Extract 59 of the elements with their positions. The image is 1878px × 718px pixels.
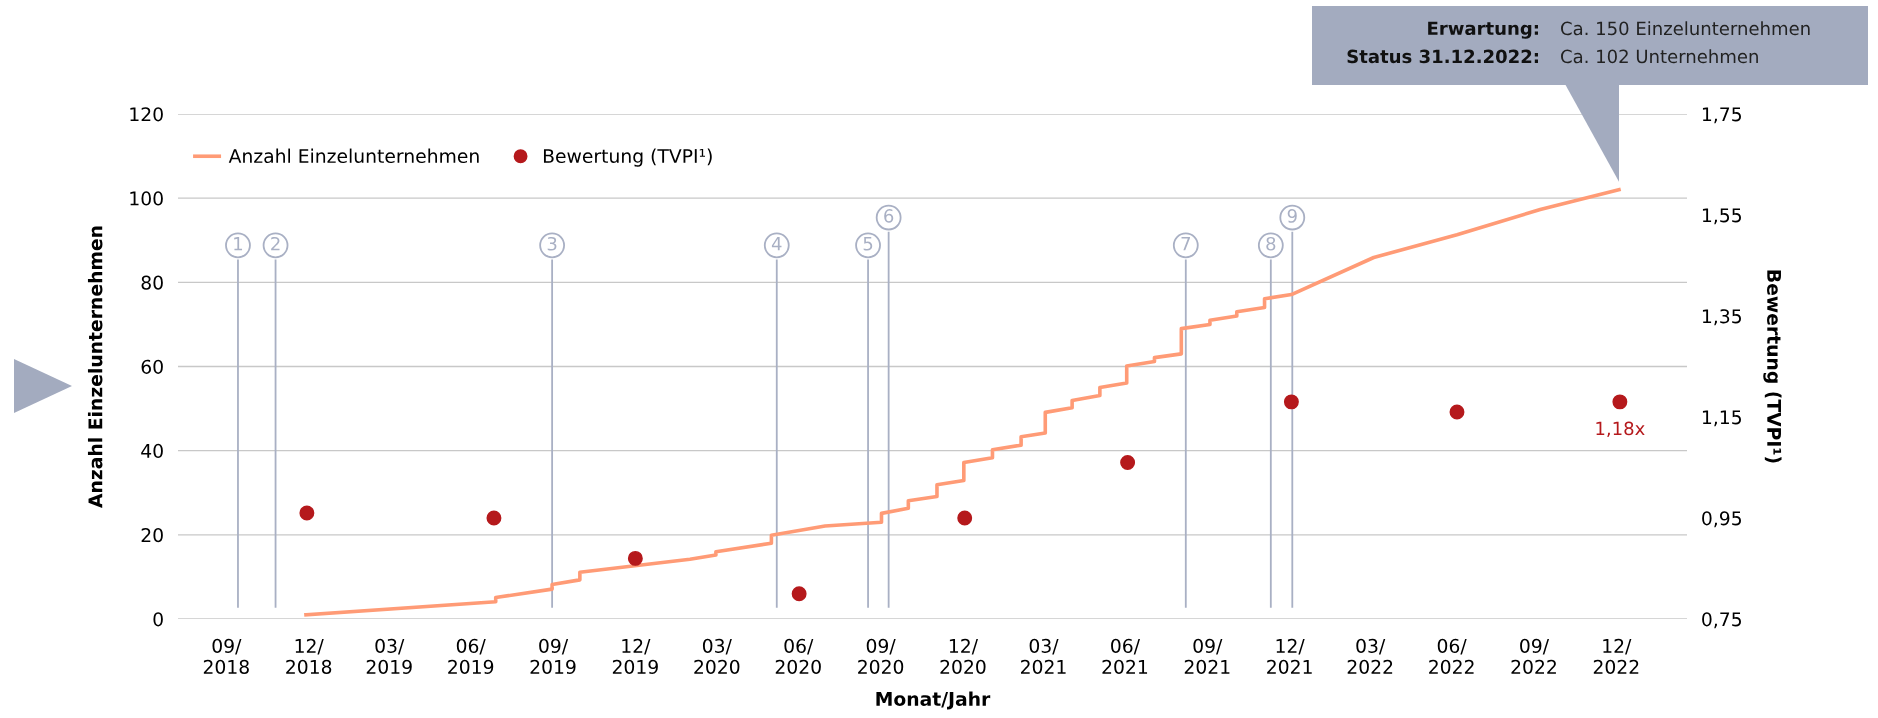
x-tick-label: 06/ 2019: [448, 638, 494, 674]
x-tick-label: 09/ 2022: [1511, 638, 1556, 674]
legend-label: Anzahl Einzelunternehmen: [228, 148, 479, 164]
y2-axis-title: Bewertung (TVPI¹): [1763, 270, 1782, 463]
y-tick-label: 60: [141, 359, 163, 374]
ref-line-label: 6: [884, 209, 894, 223]
data-label: 1,18x: [1596, 421, 1645, 438]
y-tick-label: 80: [141, 275, 163, 290]
y-tick-label: 100: [130, 191, 163, 206]
ref-line-label: 1: [234, 237, 243, 251]
y-tick-label: 20: [141, 528, 163, 543]
point: [486, 510, 502, 526]
x-tick-label: 12/ 2019: [612, 638, 658, 674]
x-tick-label: 09/ 2019: [530, 638, 576, 674]
x-tick-label: 03/ 2020: [694, 638, 740, 674]
ref-line-label: 7: [1181, 237, 1190, 251]
x-tick-label: 09/ 2018: [203, 638, 249, 674]
x-axis-title: Monat/Jahr: [876, 691, 991, 710]
x-tick-label: 12/ 2021: [1267, 638, 1312, 674]
ref-line-label: 2: [271, 236, 280, 251]
x-tick-label: 03/ 2022: [1347, 638, 1393, 674]
x-tick-label: 09/ 2021: [1184, 638, 1230, 674]
y2-tick-label: 1,55: [1702, 208, 1741, 225]
x-tick-label: 12/ 2018: [286, 638, 332, 674]
y2-tick-label: 1,15: [1702, 410, 1741, 427]
x-tick-label: 06/ 2020: [775, 638, 821, 674]
text: Status 31.12.2022:: [1347, 49, 1538, 64]
ref-line-label: 9: [1287, 209, 1297, 223]
y-tick-label: 40: [141, 443, 163, 459]
ref-line-label: 4: [771, 237, 782, 251]
y-tick-label: 0: [153, 612, 163, 627]
x-tick-label: 09/ 2020: [858, 638, 904, 674]
x-tick-label: 12/ 2022: [1593, 638, 1639, 674]
point: [1283, 394, 1299, 410]
legend-label: Bewertung (TVPI¹): [543, 148, 712, 167]
text: Ca. 150 Einzelunternehmen: [1561, 21, 1810, 36]
text: Ca. 102 Unternehmen: [1561, 49, 1758, 64]
x-tick-label: 03/ 2021: [1021, 638, 1066, 674]
point: [791, 586, 807, 602]
y-axis-title: Anzahl Einzelunternehmen: [87, 226, 103, 508]
y2-tick-label: 1,35: [1702, 309, 1741, 326]
point: [1612, 394, 1628, 410]
ref-line-label: 8: [1266, 236, 1276, 251]
point: [957, 510, 973, 526]
ref-line-label: 5: [863, 237, 873, 251]
x-tick-label: 06/ 2021: [1102, 638, 1148, 674]
y2-tick-label: 1,75: [1702, 107, 1741, 124]
y2-tick-label: 0,75: [1702, 612, 1741, 629]
ref-line-label: 3: [547, 236, 557, 251]
y2-tick-label: 0,95: [1702, 511, 1741, 528]
point: [1120, 454, 1136, 470]
x-tick-label: 03/ 2019: [366, 638, 412, 674]
x-tick-label: 06/ 2022: [1429, 638, 1474, 674]
x-tick-label: 12/ 2020: [940, 638, 986, 674]
point: [299, 505, 315, 521]
text: Erwartung:: [1428, 21, 1538, 39]
y-tick-label: 120: [130, 107, 163, 122]
point: [1449, 404, 1465, 420]
point: [627, 550, 643, 566]
